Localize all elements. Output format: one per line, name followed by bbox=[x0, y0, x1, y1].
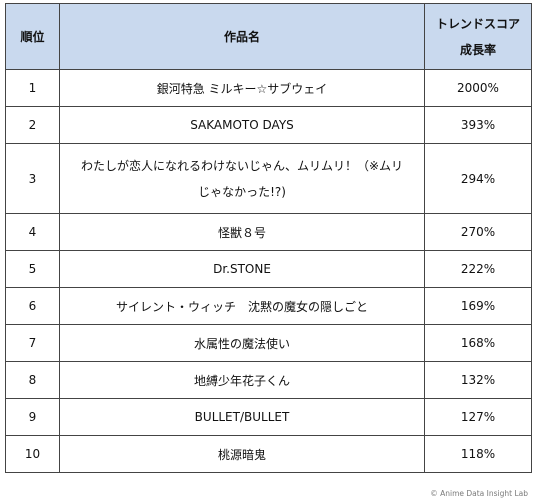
table-row: 9 BULLET/BULLET 127% bbox=[5, 398, 532, 436]
title-cell: BULLET/BULLET bbox=[59, 398, 425, 436]
header-row: 順位 作品名 トレンドスコア 成長率 bbox=[5, 3, 532, 70]
rank-cell: 5 bbox=[5, 250, 60, 288]
title-cell: サイレント・ウィッチ 沈黙の魔女の隠しごと bbox=[59, 287, 425, 325]
header-score-line1: トレンドスコア bbox=[435, 16, 520, 31]
score-cell: 222% bbox=[424, 250, 532, 288]
table-row: 7 水属性の魔法使い 168% bbox=[5, 324, 532, 362]
table-row: 3 わたしが恋人になれるわけないじゃん、ムリムリ！（※ムリ じゃなかった!?) … bbox=[5, 143, 532, 214]
rank-cell: 6 bbox=[5, 287, 60, 325]
score-cell: 127% bbox=[424, 398, 532, 436]
table-row: 4 怪獣８号 270% bbox=[5, 213, 532, 251]
table-row: 6 サイレント・ウィッチ 沈黙の魔女の隠しごと 169% bbox=[5, 287, 532, 325]
header-score-line2: 成長率 bbox=[459, 42, 496, 57]
score-cell: 393% bbox=[424, 106, 532, 144]
rank-cell: 8 bbox=[5, 361, 60, 399]
score-cell: 168% bbox=[424, 324, 532, 362]
table-row: 8 地縛少年花子くん 132% bbox=[5, 361, 532, 399]
rank-cell: 7 bbox=[5, 324, 60, 362]
title-cell: 水属性の魔法使い bbox=[59, 324, 425, 362]
table-row: 10 桃源暗鬼 118% bbox=[5, 435, 532, 473]
table-row: 1 銀河特急 ミルキー☆サブウェイ 2000% bbox=[5, 69, 532, 107]
rank-cell: 9 bbox=[5, 398, 60, 436]
copyright-credit: © Anime Data Insight Lab bbox=[430, 489, 528, 498]
title-cell: 桃源暗鬼 bbox=[59, 435, 425, 473]
title-cell: 銀河特急 ミルキー☆サブウェイ bbox=[59, 69, 425, 107]
ranking-table: 順位 作品名 トレンドスコア 成長率 1 銀河特急 ミルキー☆サブウェイ 200… bbox=[5, 3, 532, 473]
table-body: 1 銀河特急 ミルキー☆サブウェイ 2000% 2 SAKAMOTO DAYS … bbox=[5, 69, 532, 473]
title-line-1: わたしが恋人になれるわけないじゃん、ムリムリ！（※ムリ bbox=[80, 158, 404, 173]
title-cell: 地縛少年花子くん bbox=[59, 361, 425, 399]
rank-cell: 10 bbox=[5, 435, 60, 473]
header-title: 作品名 bbox=[59, 3, 425, 70]
header-score: トレンドスコア 成長率 bbox=[424, 3, 532, 70]
score-cell: 2000% bbox=[424, 69, 532, 107]
table-row: 5 Dr.STONE 222% bbox=[5, 250, 532, 288]
rank-cell: 1 bbox=[5, 69, 60, 107]
rank-cell: 3 bbox=[5, 143, 60, 214]
rank-cell: 2 bbox=[5, 106, 60, 144]
title-cell: SAKAMOTO DAYS bbox=[59, 106, 425, 144]
header-rank: 順位 bbox=[5, 3, 60, 70]
title-cell: 怪獣８号 bbox=[59, 213, 425, 251]
score-cell: 132% bbox=[424, 361, 532, 399]
title-cell: わたしが恋人になれるわけないじゃん、ムリムリ！（※ムリ じゃなかった!?) bbox=[59, 143, 425, 214]
score-cell: 118% bbox=[424, 435, 532, 473]
score-cell: 270% bbox=[424, 213, 532, 251]
score-cell: 294% bbox=[424, 143, 532, 214]
table-row: 2 SAKAMOTO DAYS 393% bbox=[5, 106, 532, 144]
table-header: 順位 作品名 トレンドスコア 成長率 bbox=[5, 3, 532, 70]
rank-cell: 4 bbox=[5, 213, 60, 251]
title-cell: Dr.STONE bbox=[59, 250, 425, 288]
score-cell: 169% bbox=[424, 287, 532, 325]
title-line-2: じゃなかった!?) bbox=[198, 184, 286, 199]
